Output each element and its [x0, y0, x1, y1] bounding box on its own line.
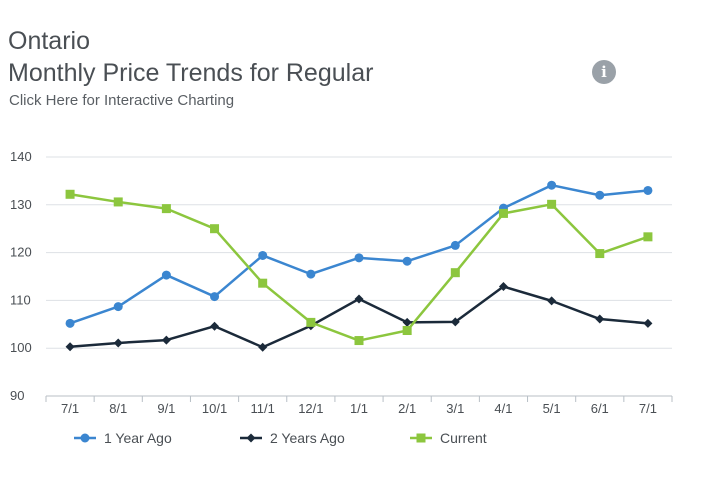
data-point-2-years-ago: [113, 338, 123, 348]
data-point-current: [450, 268, 460, 278]
x-tick-label: 7/1: [639, 401, 657, 416]
data-point-2-years-ago: [65, 342, 75, 352]
data-point-1-year-ago: [113, 302, 123, 312]
legend-label-current: Current: [440, 430, 487, 446]
x-tick-label: 4/1: [494, 401, 512, 416]
legend-marker-2-years-ago: [246, 433, 256, 443]
data-point-1-year-ago: [65, 318, 75, 328]
data-point-1-year-ago: [210, 292, 220, 302]
data-point-1-year-ago: [595, 190, 605, 200]
data-point-1-year-ago: [258, 250, 268, 260]
x-tick-label: 2/1: [398, 401, 416, 416]
data-point-current: [113, 197, 123, 207]
interactive-charting-link[interactable]: Click Here for Interactive Charting: [9, 92, 235, 109]
info-icon[interactable]: i: [592, 60, 616, 84]
data-point-2-years-ago: [643, 318, 653, 328]
data-point-2-years-ago: [354, 294, 364, 304]
data-point-2-years-ago: [210, 321, 220, 331]
x-tick-label: 10/1: [202, 401, 227, 416]
x-tick-label: 9/1: [157, 401, 175, 416]
legend-label-2-years-ago: 2 Years Ago: [270, 430, 345, 446]
data-point-current: [306, 317, 316, 327]
data-point-current: [595, 249, 605, 259]
y-tick-label: 130: [10, 197, 32, 212]
data-point-2-years-ago: [258, 342, 268, 352]
data-point-2-years-ago: [547, 296, 557, 306]
data-point-1-year-ago: [354, 253, 364, 263]
x-tick-label: 5/1: [543, 401, 561, 416]
x-tick-label: 3/1: [446, 401, 464, 416]
legend-marker-current: [416, 433, 426, 443]
data-point-current: [258, 278, 268, 288]
legend-label-1-year-ago: 1 Year Ago: [104, 430, 172, 446]
y-tick-label: 110: [10, 292, 31, 307]
data-point-1-year-ago: [161, 270, 171, 280]
y-tick-label: 90: [10, 388, 24, 403]
data-point-2-years-ago: [498, 282, 508, 292]
data-point-current: [210, 224, 220, 234]
x-tick-label: 1/1: [350, 401, 368, 416]
data-point-current: [643, 232, 653, 242]
data-point-current: [354, 336, 364, 346]
data-point-current: [161, 204, 171, 214]
chart-subtitle: Monthly Price Trends for Regular: [8, 59, 374, 87]
data-point-2-years-ago: [450, 317, 460, 327]
data-point-current: [498, 208, 508, 218]
data-point-1-year-ago: [450, 240, 460, 250]
y-tick-label: 140: [10, 149, 32, 164]
data-point-current: [402, 326, 412, 336]
data-point-1-year-ago: [547, 180, 557, 190]
data-point-1-year-ago: [643, 185, 653, 195]
series-line-current: [69, 193, 649, 342]
chart-title: Ontario: [8, 27, 90, 55]
x-tick-label: 8/1: [109, 401, 127, 416]
y-tick-label: 100: [10, 340, 32, 355]
data-point-2-years-ago: [402, 317, 412, 327]
x-tick-label: 12/1: [298, 401, 323, 416]
legend-marker-1-year-ago: [80, 433, 90, 443]
data-point-2-years-ago: [161, 335, 171, 345]
x-tick-label: 6/1: [591, 401, 609, 416]
data-point-1-year-ago: [402, 256, 412, 266]
data-point-current: [547, 199, 557, 209]
x-tick-label: 7/1: [61, 401, 79, 416]
data-point-2-years-ago: [595, 314, 605, 324]
data-point-1-year-ago: [306, 269, 316, 279]
data-point-current: [65, 189, 75, 199]
y-tick-label: 120: [10, 245, 32, 260]
x-tick-label: 11/1: [251, 401, 275, 416]
